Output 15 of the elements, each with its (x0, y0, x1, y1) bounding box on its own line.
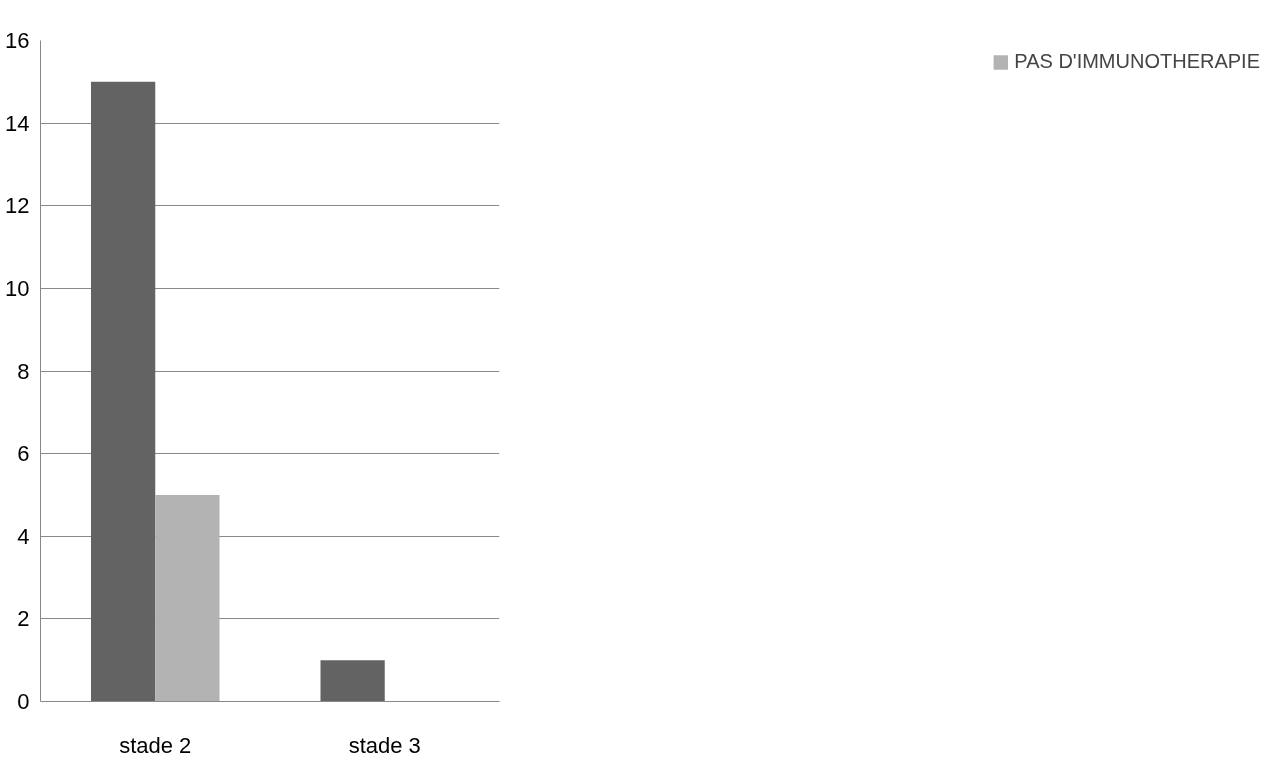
y-tick-label: 2 (17, 606, 30, 632)
y-tick-label: 16 (5, 28, 30, 53)
y-tick-label: 12 (5, 193, 30, 219)
bar (155, 494, 220, 702)
y-tick-label: 14 (5, 110, 30, 136)
y-tick-label: 0 (17, 689, 30, 714)
bar (320, 660, 385, 702)
y-tick-label: 4 (17, 523, 30, 549)
x-tick-label: stade 3 (348, 732, 421, 758)
bar (90, 81, 156, 702)
y-tick-label: 6 (17, 441, 30, 467)
y-tick-label: 10 (5, 275, 30, 301)
y-tick-label: 8 (17, 358, 30, 384)
legend-label: PAS D'IMMUNOTHERAPIE (1014, 50, 1260, 73)
x-tick-label: stade 2 (119, 732, 192, 758)
